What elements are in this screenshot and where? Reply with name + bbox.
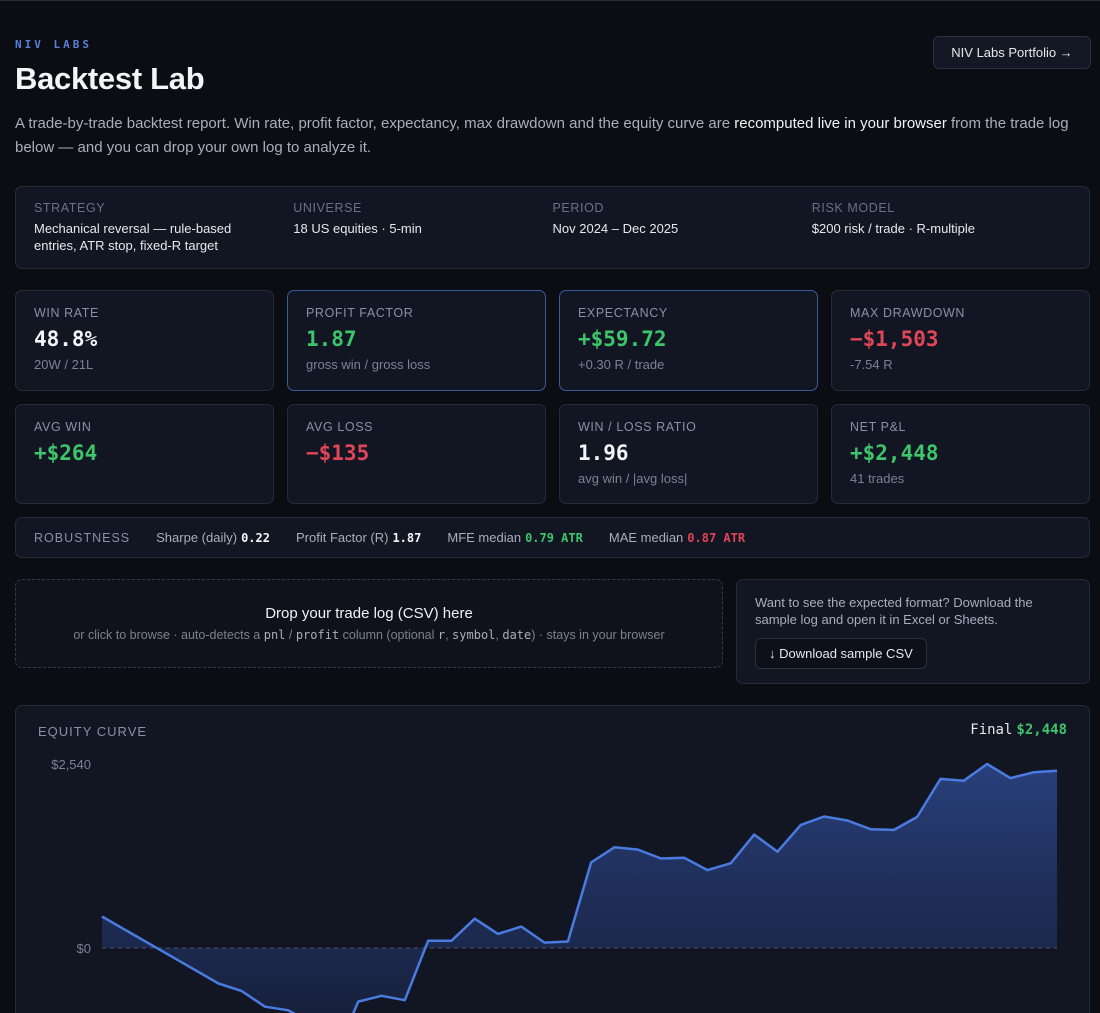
mfe-label: MFE median (447, 530, 522, 545)
sample-csv-panel: Want to see the expected format? Downloa… (736, 579, 1090, 684)
dropzone-subtitle: or click to browse · auto-detects a pnl … (16, 628, 722, 642)
stat-value: 1.96 (578, 441, 629, 465)
intro-paragraph: A trade-by-trade backtest report. Win ra… (15, 112, 1085, 160)
dropzone-code: date (502, 628, 532, 642)
equity-curve-label: EQUITY CURVE (38, 724, 148, 739)
stat-value: 1.87 (306, 327, 357, 351)
stat-win-rate: WIN RATE 48.8% 20W / 21L (15, 290, 274, 391)
meta-value: 18 US equities · 5-min (293, 221, 422, 236)
meta-value: $200 risk / trade · R-multiple (811, 221, 976, 236)
robustness-strip: ROBUSTNESS Sharpe (daily) 0.22 Profit Fac… (15, 517, 1090, 558)
stat-sub: -7.54 R (850, 357, 893, 372)
sample-description: Want to see the expected format? Downloa… (755, 595, 1033, 627)
robustness-mae: MAE median 0.87 ATR (609, 530, 745, 545)
dropzone-code: symbol (452, 628, 496, 642)
final-value: $2,448 (1016, 722, 1067, 738)
robustness-profit-factor: Profit Factor (R) 1.87 (296, 530, 421, 545)
meta-universe: UNIVERSE 18 US equities · 5-min (293, 201, 552, 268)
dropzone-code: pnl (263, 628, 286, 642)
page-title: Backtest Lab (15, 61, 205, 96)
stat-sub: gross win / gross loss (306, 357, 431, 372)
robustness-sharpe: Sharpe (daily) 0.22 (156, 530, 270, 545)
stat-label: WIN / LOSS RATIO (578, 420, 697, 434)
y-tick-top: $2,540 (51, 757, 91, 772)
meta-period: PERIOD Nov 2024 – Dec 2025 (553, 201, 812, 268)
meta-value: Nov 2024 – Dec 2025 (552, 221, 679, 236)
meta-label: STRATEGY (34, 201, 106, 215)
stat-profit-factor: PROFIT FACTOR 1.87 gross win / gross los… (287, 290, 546, 391)
strategy-meta-panel: STRATEGY Mechanical reversal — rule-base… (15, 186, 1090, 269)
dropzone-title: Drop your trade log (CSV) here (265, 605, 473, 622)
stat-label: MAX DRAWDOWN (850, 306, 966, 320)
brand-label: NIV LABS (15, 38, 92, 51)
stat-sub: 20W / 21L (34, 357, 94, 372)
stat-value: −$1,503 (850, 327, 939, 351)
pf-r-value: 1.87 (392, 531, 422, 545)
stat-expectancy: EXPECTANCY +$59.72 +0.30 R / trade (559, 290, 818, 391)
mae-label: MAE median (608, 530, 684, 545)
stat-value: +$59.72 (578, 327, 667, 351)
stat-sub: 41 trades (850, 471, 905, 486)
stat-label: AVG WIN (34, 420, 92, 434)
dropzone-text: / (285, 628, 296, 642)
stat-avg-win: AVG WIN +$264 (15, 404, 274, 504)
sharpe-label: Sharpe (daily) (156, 530, 238, 545)
pf-r-label: Profit Factor (R) (295, 530, 389, 545)
equity-final: Final $2,448 (970, 722, 1067, 738)
dropzone-text: ) · stays in your browser (531, 628, 665, 642)
dropzone-code: profit (295, 628, 340, 642)
meta-label: RISK MODEL (811, 201, 895, 215)
equity-line (101, 762, 1058, 1013)
robustness-mfe: MFE median 0.79 ATR (447, 530, 583, 545)
sharpe-value: 0.22 (241, 531, 270, 545)
download-sample-button[interactable]: ↓ Download sample CSV (755, 638, 927, 669)
meta-label: PERIOD (552, 201, 605, 215)
mae-value: 0.87 ATR (687, 531, 746, 545)
intro-highlight: recomputed live in your browser (734, 115, 947, 132)
stat-label: PROFIT FACTOR (306, 306, 414, 320)
stat-label: NET P&L (850, 420, 907, 434)
meta-value: Mechanical reversal — rule-based entries… (34, 221, 232, 253)
csv-dropzone[interactable]: Drop your trade log (CSV) here or click … (15, 579, 723, 668)
stat-label: WIN RATE (34, 306, 99, 320)
stat-net-pnl: NET P&L +$2,448 41 trades (831, 404, 1090, 504)
meta-label: UNIVERSE (293, 201, 362, 215)
stat-value: +$2,448 (850, 441, 939, 465)
stat-value: +$264 (34, 441, 98, 465)
mfe-value: 0.79 ATR (525, 531, 583, 545)
stat-value: −$135 (306, 441, 370, 465)
dropzone-text: , (495, 628, 503, 642)
meta-strategy: STRATEGY Mechanical reversal — rule-base… (34, 201, 293, 268)
stat-label: AVG LOSS (306, 420, 374, 434)
robustness-label: ROBUSTNESS (34, 530, 131, 545)
intro-text: A trade-by-trade backtest report. Win ra… (15, 115, 735, 132)
stat-win-loss-ratio: WIN / LOSS RATIO 1.96 avg win / |avg los… (559, 404, 818, 504)
dropzone-text: column (optional (339, 628, 438, 642)
stat-label: EXPECTANCY (578, 306, 668, 320)
stat-sub: avg win / |avg loss| (578, 471, 688, 486)
portfolio-link-button[interactable]: NIV Labs Portfolio → (933, 36, 1091, 69)
stat-max-drawdown: MAX DRAWDOWN −$1,503 -7.54 R (831, 290, 1090, 391)
stat-value: 48.8% (34, 327, 98, 351)
stat-avg-loss: AVG LOSS −$135 (287, 404, 546, 504)
intro-text-end: from the trade log below — and you can d… (15, 115, 1069, 156)
dropzone-text: or click to browse · auto-detects a (73, 628, 264, 642)
equity-area (102, 764, 1057, 1013)
equity-chart: $2,540 $0 (51, 757, 1058, 1013)
dropzone-code: r (437, 628, 446, 642)
final-label: Final (970, 722, 1013, 738)
y-tick-zero: $0 (77, 941, 91, 956)
equity-curve-panel: $2,540 $0 EQUITY CURVE Final $2,448 (15, 705, 1090, 1013)
meta-risk-model: RISK MODEL $200 risk / trade · R-multipl… (812, 201, 1071, 268)
dropzone-text: , (445, 628, 453, 642)
stat-sub: +0.30 R / trade (578, 357, 665, 372)
